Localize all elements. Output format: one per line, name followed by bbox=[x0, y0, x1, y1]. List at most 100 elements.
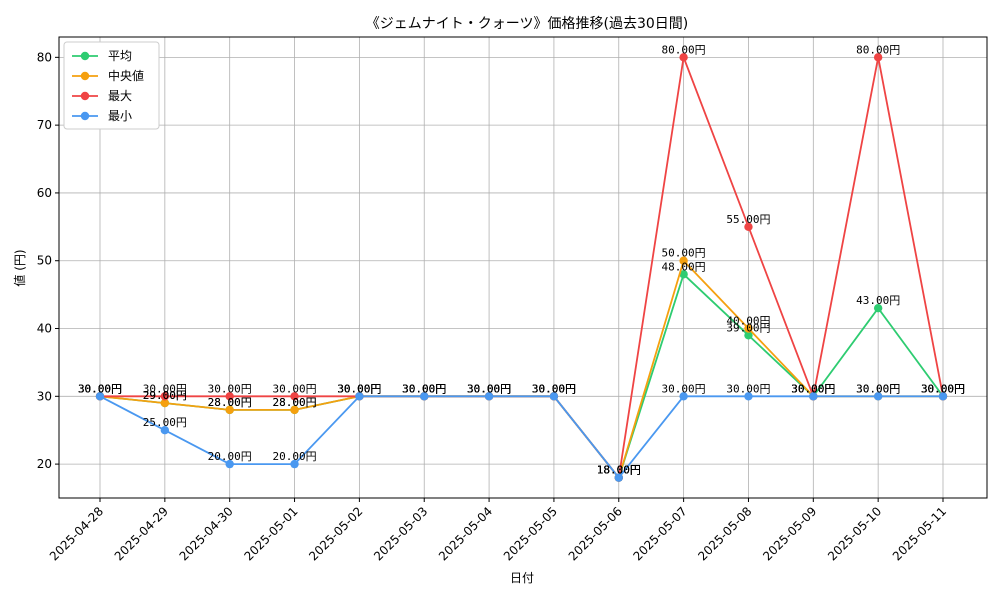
data-point bbox=[679, 256, 688, 265]
x-tick-label: 2025-05-07 bbox=[631, 504, 690, 563]
data-point bbox=[290, 459, 299, 469]
legend-entry: 最大 bbox=[108, 89, 132, 103]
data-point bbox=[679, 270, 688, 279]
data-label: 39.00円 bbox=[726, 321, 770, 334]
x-tick-label: 2025-05-10 bbox=[825, 504, 884, 563]
x-tick-label: 2025-05-06 bbox=[566, 504, 625, 563]
data-label: 30.00円 bbox=[921, 382, 965, 395]
data-label: 30.00円 bbox=[337, 382, 381, 395]
data-label: 28.00円 bbox=[272, 396, 316, 409]
data-label: 30.00円 bbox=[467, 382, 511, 395]
legend-entry: 中央値 bbox=[108, 68, 144, 83]
data-point bbox=[744, 392, 753, 401]
x-axis-label: 日付 bbox=[510, 571, 534, 585]
data-label: 18.00円 bbox=[597, 464, 641, 477]
data-point bbox=[744, 222, 753, 232]
data-label: 30.00円 bbox=[532, 382, 576, 395]
data-point bbox=[290, 392, 299, 401]
data-label: 30.00円 bbox=[532, 382, 576, 395]
data-point bbox=[95, 392, 105, 401]
data-label: 30.00円 bbox=[791, 382, 835, 395]
x-tick-label: 2025-04-29 bbox=[112, 504, 171, 563]
legend-marker bbox=[80, 111, 90, 121]
y-tick-label: 70 bbox=[37, 118, 52, 132]
data-point bbox=[744, 331, 753, 340]
data-point bbox=[290, 405, 299, 415]
data-point bbox=[160, 398, 170, 408]
data-point bbox=[225, 459, 234, 469]
data-label: 30.00円 bbox=[467, 382, 511, 395]
y-tick-label: 50 bbox=[37, 254, 52, 268]
data-label: 30.00円 bbox=[532, 382, 576, 395]
data-label: 18.00円 bbox=[597, 464, 641, 477]
data-label: 30.00円 bbox=[402, 382, 446, 395]
data-label: 20.00円 bbox=[272, 450, 316, 463]
x-tick-label: 2025-05-01 bbox=[241, 504, 300, 563]
data-label: 30.00円 bbox=[272, 382, 316, 395]
data-label: 30.00円 bbox=[402, 382, 446, 395]
y-axis: 20 30 40 50 60 70 80 bbox=[37, 50, 59, 471]
data-label: 30.00円 bbox=[856, 382, 900, 395]
y-tick-label: 40 bbox=[37, 322, 52, 336]
data-point bbox=[160, 426, 170, 435]
data-point bbox=[225, 392, 234, 401]
data-label: 30.00円 bbox=[921, 382, 965, 395]
data-label: 30.00円 bbox=[467, 382, 511, 395]
x-tick-label: 2025-05-05 bbox=[501, 504, 560, 563]
data-label: 30.00円 bbox=[78, 382, 122, 395]
legend-box bbox=[63, 41, 160, 130]
data-point bbox=[225, 405, 234, 415]
data-label: 48.00円 bbox=[662, 260, 706, 273]
data-label: 30.00円 bbox=[78, 382, 122, 395]
data-point bbox=[873, 392, 883, 401]
series-line-最大 bbox=[100, 53, 944, 480]
data-label: 30.00円 bbox=[662, 382, 706, 395]
data-label: 30.00円 bbox=[856, 382, 900, 395]
data-label: 30.00円 bbox=[402, 382, 446, 395]
data-label: 30.00円 bbox=[532, 382, 576, 395]
legend-marker bbox=[80, 91, 90, 101]
data-label: 43.00円 bbox=[856, 294, 900, 307]
data-label: 30.00円 bbox=[921, 382, 965, 395]
data-label: 40.00円 bbox=[726, 315, 770, 328]
data-label: 80.00円 bbox=[662, 43, 706, 56]
data-label: 18.00円 bbox=[597, 464, 641, 477]
data-point bbox=[160, 392, 170, 401]
data-label: 30.00円 bbox=[143, 382, 187, 395]
data-label: 30.00円 bbox=[208, 382, 252, 395]
legend-marker bbox=[80, 51, 90, 61]
data-label: 30.00円 bbox=[337, 382, 381, 395]
data-label: 30.00円 bbox=[402, 382, 446, 395]
data-label: 18.00円 bbox=[597, 464, 641, 477]
chart-title: 《ジェムナイト・クォーツ》価格推移(過去30日間) bbox=[366, 16, 688, 32]
y-tick-label: 80 bbox=[37, 50, 52, 64]
plot-area-frame bbox=[58, 36, 988, 499]
data-label: 20.00円 bbox=[208, 450, 252, 463]
data-label: 30.00円 bbox=[791, 382, 835, 395]
data-point bbox=[420, 392, 429, 401]
data-point bbox=[873, 303, 883, 313]
data-label: 80.00円 bbox=[856, 43, 900, 56]
data-point bbox=[873, 53, 883, 62]
data-point bbox=[355, 392, 364, 401]
y-tick-label: 30 bbox=[37, 389, 52, 403]
data-point bbox=[679, 53, 688, 62]
data-label: 29.00円 bbox=[143, 389, 187, 402]
data-point bbox=[938, 392, 948, 401]
x-tick-label: 2025-05-02 bbox=[306, 504, 365, 563]
data-label: 30.00円 bbox=[467, 382, 511, 395]
data-label: 25.00円 bbox=[143, 416, 187, 429]
y-tick-label: 60 bbox=[37, 186, 52, 200]
series-line-中央値 bbox=[99, 258, 943, 480]
x-tick-label: 2025-05-04 bbox=[436, 504, 495, 563]
data-label: 30.00円 bbox=[791, 382, 835, 395]
data-label: 30.00円 bbox=[921, 382, 965, 395]
data-label: 30.00円 bbox=[726, 382, 770, 395]
series-line-最小 bbox=[99, 395, 943, 480]
data-point bbox=[809, 392, 818, 401]
data-label: 30.00円 bbox=[78, 382, 122, 395]
y-axis-label: 値 (円) bbox=[12, 249, 27, 286]
